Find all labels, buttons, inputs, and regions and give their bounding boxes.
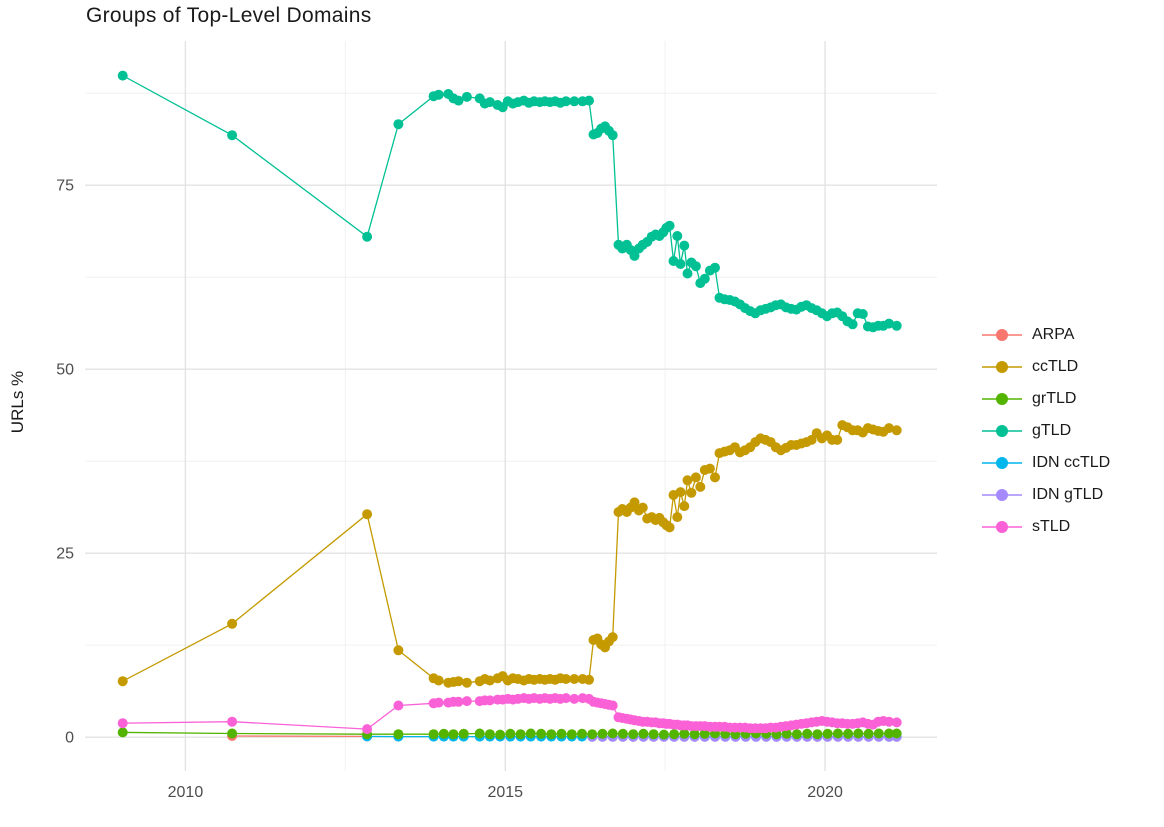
y-tick-label: 0 bbox=[65, 730, 74, 747]
legend-key-icon bbox=[982, 521, 1022, 533]
legend-key-icon bbox=[982, 393, 1022, 405]
legend-label: IDN ccTLD bbox=[1032, 454, 1111, 471]
legend-label: ARPA bbox=[1032, 326, 1075, 343]
series-points-cctld bbox=[117, 420, 902, 688]
legend-key-icon bbox=[982, 425, 1022, 437]
legend-item-cctld: ccTLD bbox=[982, 351, 1110, 383]
series-points-stld bbox=[117, 693, 902, 735]
x-tick-label: 2010 bbox=[168, 784, 204, 801]
legend-label: grTLD bbox=[1032, 390, 1077, 407]
legend-label: IDN gTLD bbox=[1032, 486, 1104, 503]
legend-item-stld: sTLD bbox=[982, 511, 1110, 543]
legend-key-icon bbox=[982, 457, 1022, 469]
legend-item-idn-cctld: IDN ccTLD bbox=[982, 447, 1110, 479]
legend-item-gtld: gTLD bbox=[982, 415, 1110, 447]
series-line-cctld bbox=[122, 424, 897, 684]
legend-key-icon bbox=[982, 361, 1022, 373]
legend-item-grtld: grTLD bbox=[982, 383, 1110, 415]
x-tick-label: 2015 bbox=[487, 784, 523, 801]
legend: ARPA ccTLD grTLD gTLD IDN ccTLD IDN gTLD… bbox=[982, 319, 1110, 543]
series-line-gtld bbox=[122, 75, 897, 328]
legend-label: sTLD bbox=[1032, 518, 1071, 535]
series-lines bbox=[122, 75, 897, 738]
legend-label: ccTLD bbox=[1032, 358, 1079, 375]
grid-major bbox=[85, 41, 937, 771]
legend-key-icon bbox=[982, 329, 1022, 341]
legend-item-arpa: ARPA bbox=[982, 319, 1110, 351]
y-tick-label: 75 bbox=[56, 178, 74, 195]
legend-key-icon bbox=[982, 489, 1022, 501]
x-tick-label: 2020 bbox=[807, 784, 843, 801]
series-points bbox=[117, 70, 902, 742]
grid-minor bbox=[85, 41, 937, 771]
series-points-gtld bbox=[117, 70, 902, 333]
y-tick-label: 50 bbox=[56, 362, 74, 379]
plot-title: Groups of Top-Level Domains bbox=[86, 4, 372, 27]
axis-tick-labels: 0 25 50 75 2010 2015 2020 bbox=[56, 178, 843, 801]
legend-label: gTLD bbox=[1032, 422, 1072, 439]
y-tick-label: 25 bbox=[56, 546, 74, 563]
legend-item-idn-gtld: IDN gTLD bbox=[982, 479, 1110, 511]
